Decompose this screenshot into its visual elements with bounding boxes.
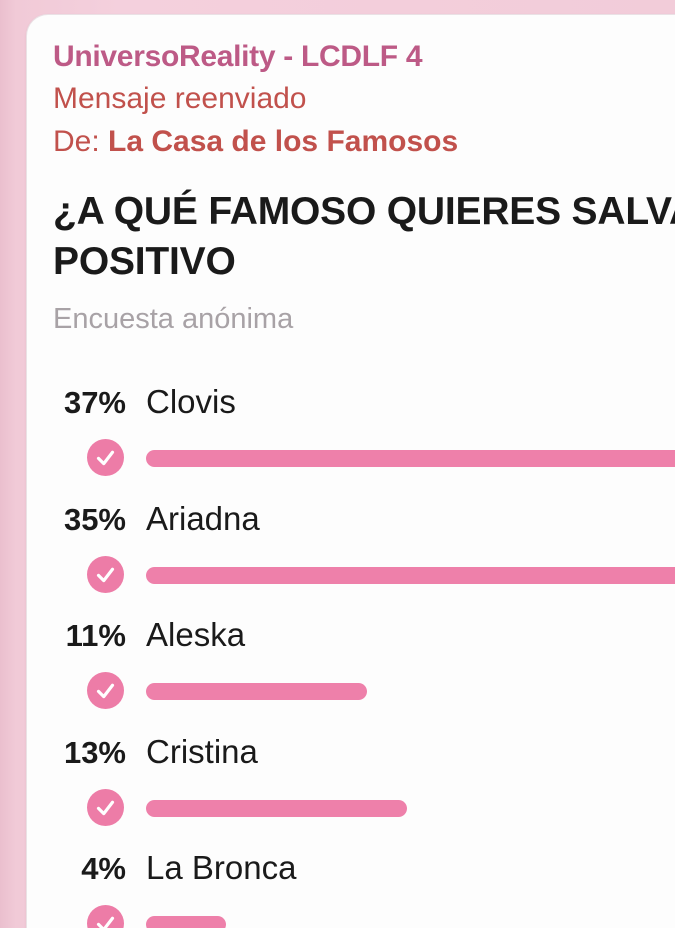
forwarded-label: Mensaje reenviado — [53, 82, 307, 115]
check-icon — [87, 905, 124, 928]
option-percent: 37% — [63, 385, 126, 420]
option-name: La Bronca — [146, 849, 297, 886]
option-percent: 13% — [63, 734, 126, 770]
option-name: Cristina — [146, 732, 258, 770]
option-result-bar — [146, 799, 408, 817]
option-name: Ariadna — [146, 499, 260, 537]
message-bubble: UniversoReality - LCDLF 4 Mensaje reenvi… — [26, 14, 675, 928]
forwarded-from-prefix: De: — [53, 125, 109, 158]
check-icon — [87, 555, 124, 593]
poll-option-row: 13% Cristina — [53, 729, 675, 826]
option-percent: 35% — [63, 501, 126, 537]
check-icon — [87, 788, 124, 826]
option-result-bar — [146, 916, 227, 928]
channel-title[interactable]: UniversoReality - LCDLF 4 — [53, 40, 423, 73]
check-icon — [87, 439, 124, 476]
poll-option-row: 4% La Bronca — [53, 845, 675, 928]
option-result-bar — [146, 566, 675, 584]
poll-option-row: 37% Clovis — [53, 379, 675, 476]
check-icon — [87, 672, 124, 709]
poll-question: ¿A QUÉ FAMOSO QUIERES SALVA POSITIVO — [53, 187, 675, 287]
option-result-bar — [146, 683, 368, 700]
option-result-bar — [146, 450, 675, 467]
forwarded-from-line: De: La Casa de los Famosos — [53, 120, 675, 163]
poll-type-label: Encuesta anónima — [53, 303, 294, 335]
option-percent: 4% — [81, 851, 126, 886]
option-percent: 11% — [65, 618, 126, 653]
poll-question-line1: ¿A QUÉ FAMOSO QUIERES SALVA — [53, 190, 675, 233]
poll-question-line2: POSITIVO — [53, 240, 236, 283]
poll-option-row: 35% Ariadna — [53, 496, 675, 593]
option-name: Clovis — [146, 383, 236, 420]
poll-option-row: 11% Aleska — [53, 612, 675, 709]
option-name: Aleska — [146, 616, 246, 653]
forwarded-from-name[interactable]: La Casa de los Famosos — [108, 125, 459, 158]
poll-options: 37% Clovis 35% Ariadna — [53, 379, 675, 928]
